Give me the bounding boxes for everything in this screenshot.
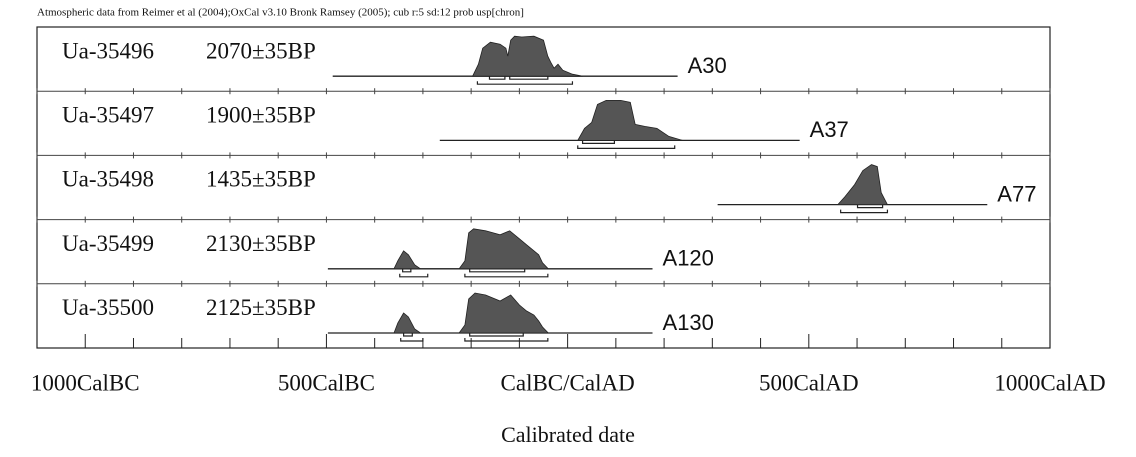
range-bracket — [476, 81, 574, 85]
sample-label: A37 — [810, 117, 849, 142]
sample-label: A130 — [663, 310, 714, 335]
range-bracket — [402, 268, 412, 273]
probability-distribution — [393, 292, 550, 334]
x-tick-label: 1000CalBC — [31, 370, 140, 395]
range-bracket — [509, 76, 549, 80]
x-tick-label: CalBC/CalAD — [501, 370, 635, 395]
range-bracket — [856, 204, 884, 209]
lab-code: Ua-35498 — [62, 167, 154, 192]
range-bracket — [469, 333, 524, 337]
range-bracket — [840, 209, 889, 214]
range-bracket — [399, 273, 429, 278]
lab-code: Ua-35500 — [62, 295, 154, 320]
radiocarbon-date: 1900±35BP — [206, 102, 316, 127]
lab-code: Ua-35499 — [62, 231, 154, 256]
lab-code: Ua-35497 — [62, 102, 154, 127]
range-bracket — [400, 338, 424, 342]
range-bracket — [577, 145, 676, 149]
probability-distribution — [393, 228, 550, 270]
sample-label: A120 — [663, 246, 714, 271]
radiocarbon-date: 2070±35BP — [206, 38, 316, 63]
range-bracket — [581, 140, 616, 144]
x-tick-label: 500CalAD — [759, 370, 859, 395]
x-tick-label: 500CalBC — [278, 370, 375, 395]
range-bracket — [403, 333, 413, 337]
probability-distribution — [577, 100, 683, 141]
range-bracket — [469, 268, 526, 273]
x-tick-label: 1000CalAD — [994, 370, 1105, 395]
range-bracket — [464, 338, 549, 342]
range-bracket — [464, 273, 549, 278]
sample-label: A30 — [688, 53, 727, 78]
probability-distribution — [471, 35, 583, 77]
chart-title: Atmospheric data from Reimer et al (2004… — [37, 7, 524, 19]
range-bracket — [488, 76, 506, 80]
radiocarbon-date: 1435±35BP — [206, 167, 316, 192]
probability-distribution — [836, 164, 889, 205]
sample-label: A77 — [997, 181, 1036, 206]
x-axis-label: Calibrated date — [501, 422, 635, 447]
lab-code: Ua-35496 — [62, 38, 154, 63]
plot-frame — [36, 26, 1051, 349]
radiocarbon-date: 2125±35BP — [206, 295, 316, 320]
radiocarbon-date: 2130±35BP — [206, 231, 316, 256]
